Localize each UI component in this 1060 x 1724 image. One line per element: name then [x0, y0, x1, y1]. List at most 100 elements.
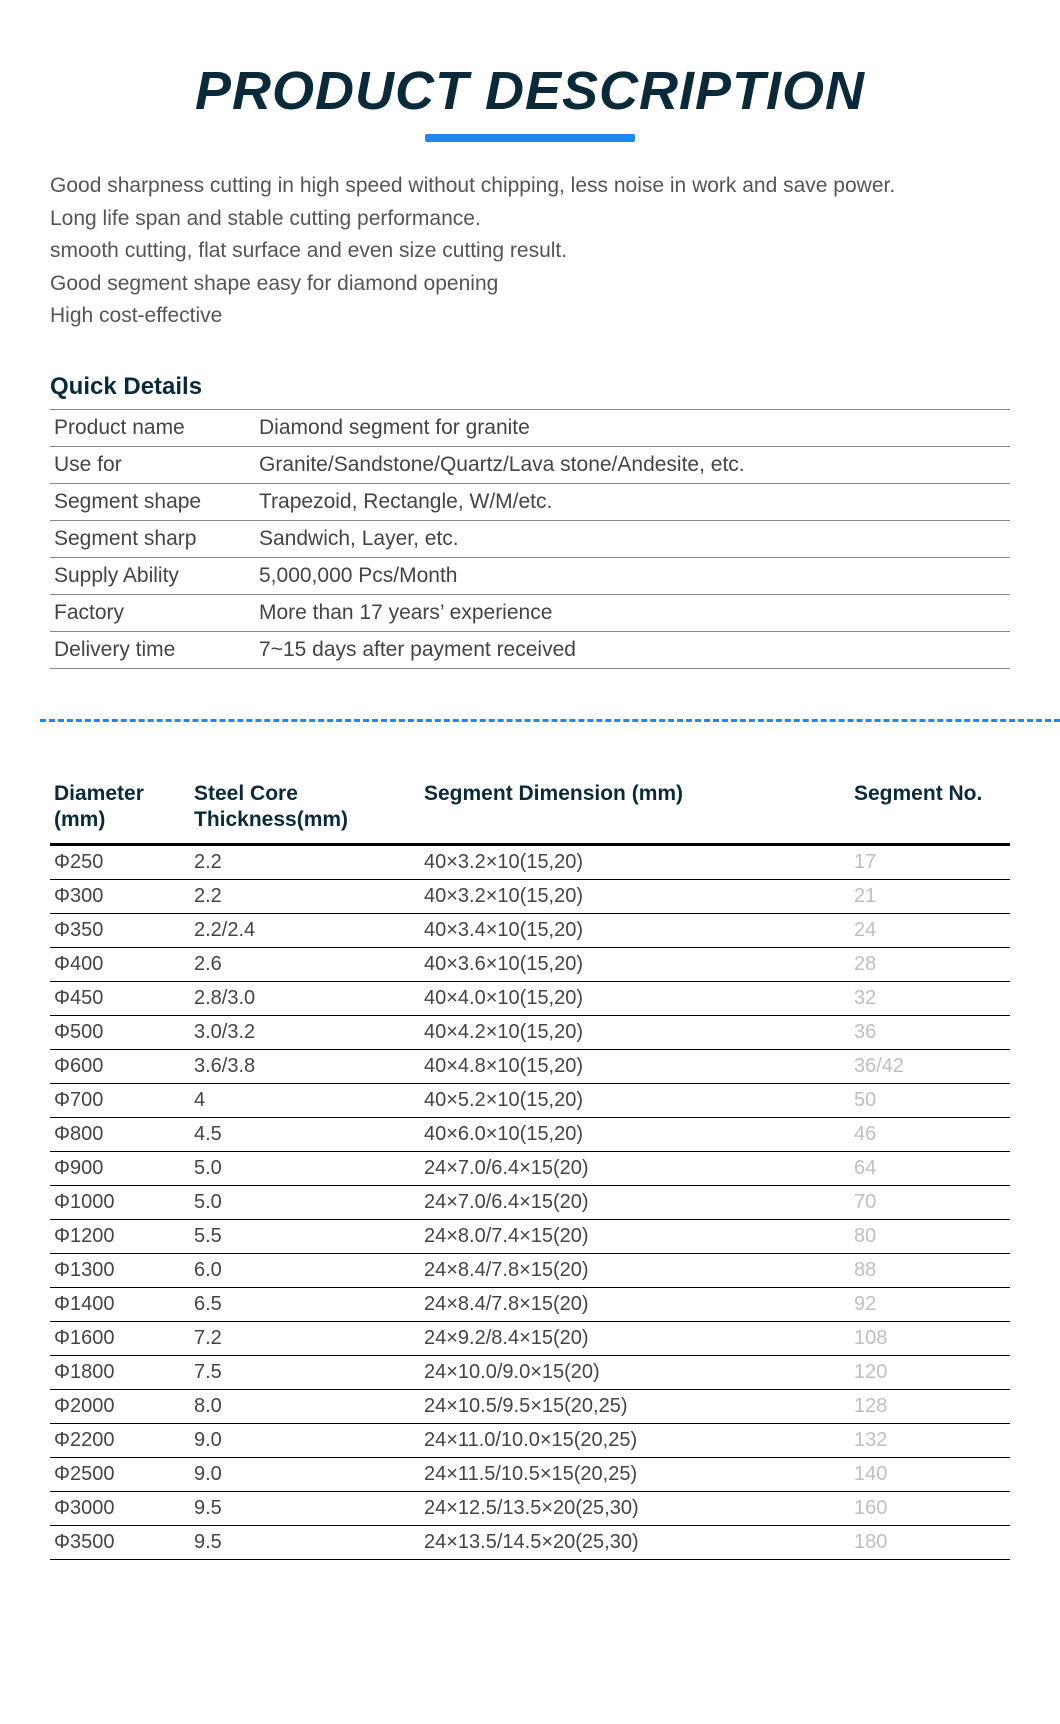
details-row: Supply Ability5,000,000 Pcs/Month: [50, 557, 1010, 594]
cell-segment-no: 28: [850, 948, 1010, 982]
details-label: Factory: [50, 594, 255, 631]
cell-diameter: Φ600: [50, 1050, 190, 1084]
cell-diameter: Φ400: [50, 948, 190, 982]
feature-line: Long life span and stable cutting perfor…: [50, 203, 1010, 236]
cell-dimension: 24×7.0/6.4×15(20): [420, 1152, 850, 1186]
cell-core: 5.0: [190, 1186, 420, 1220]
cell-diameter: Φ1400: [50, 1288, 190, 1322]
spec-header-row: Diameter (mm) Steel Core Thickness(mm) S…: [50, 777, 1010, 845]
cell-dimension: 24×10.5/9.5×15(20,25): [420, 1390, 850, 1424]
cell-dimension: 40×3.6×10(15,20): [420, 948, 850, 982]
cell-diameter: Φ1000: [50, 1186, 190, 1220]
spec-row: Φ2502.240×3.2×10(15,20)17: [50, 845, 1010, 880]
quick-details-heading: Quick Details: [50, 373, 1010, 401]
cell-segment-no: 88: [850, 1254, 1010, 1288]
spec-row: Φ18007.524×10.0/9.0×15(20)120: [50, 1356, 1010, 1390]
spec-row: Φ14006.524×8.4/7.8×15(20)92: [50, 1288, 1010, 1322]
cell-diameter: Φ3000: [50, 1492, 190, 1526]
details-value: More than 17 years’ experience: [255, 594, 1010, 631]
cell-segment-no: 64: [850, 1152, 1010, 1186]
cell-segment-no: 92: [850, 1288, 1010, 1322]
page: PRODUCT DESCRIPTION Good sharpness cutti…: [0, 0, 1060, 1600]
cell-diameter: Φ2500: [50, 1458, 190, 1492]
spec-row: Φ12005.524×8.0/7.4×15(20)80: [50, 1220, 1010, 1254]
feature-line: Good sharpness cutting in high speed wit…: [50, 170, 1010, 203]
details-label: Supply Ability: [50, 557, 255, 594]
details-row: Segment shapeTrapezoid, Rectangle, W/M/e…: [50, 483, 1010, 520]
cell-diameter: Φ500: [50, 1016, 190, 1050]
page-title: PRODUCT DESCRIPTION: [50, 60, 1010, 122]
header-diameter: Diameter (mm): [50, 777, 190, 845]
cell-diameter: Φ700: [50, 1084, 190, 1118]
cell-dimension: 24×11.0/10.0×15(20,25): [420, 1424, 850, 1458]
spec-row: Φ13006.024×8.4/7.8×15(20)88: [50, 1254, 1010, 1288]
cell-diameter: Φ250: [50, 845, 190, 880]
spec-row: Φ700440×5.2×10(15,20)50: [50, 1084, 1010, 1118]
cell-core: 3.0/3.2: [190, 1016, 420, 1050]
details-value: Trapezoid, Rectangle, W/M/etc.: [255, 483, 1010, 520]
header-segment-no: Segment No.: [850, 777, 1010, 845]
cell-dimension: 40×5.2×10(15,20): [420, 1084, 850, 1118]
cell-segment-no: 120: [850, 1356, 1010, 1390]
cell-diameter: Φ1200: [50, 1220, 190, 1254]
details-label: Product name: [50, 409, 255, 446]
details-row: Delivery time7~15 days after payment rec…: [50, 631, 1010, 668]
cell-dimension: 40×4.0×10(15,20): [420, 982, 850, 1016]
cell-core: 7.5: [190, 1356, 420, 1390]
cell-segment-no: 50: [850, 1084, 1010, 1118]
cell-segment-no: 46: [850, 1118, 1010, 1152]
cell-dimension: 24×7.0/6.4×15(20): [420, 1186, 850, 1220]
cell-core: 3.6/3.8: [190, 1050, 420, 1084]
cell-segment-no: 160: [850, 1492, 1010, 1526]
spec-row: Φ30009.524×12.5/13.5×20(25,30)160: [50, 1492, 1010, 1526]
quick-details-table: Product nameDiamond segment for graniteU…: [50, 409, 1010, 669]
cell-segment-no: 128: [850, 1390, 1010, 1424]
spec-table: Diameter (mm) Steel Core Thickness(mm) S…: [50, 777, 1010, 1561]
cell-core: 2.6: [190, 948, 420, 982]
cell-dimension: 40×3.2×10(15,20): [420, 880, 850, 914]
details-row: FactoryMore than 17 years’ experience: [50, 594, 1010, 631]
details-value: Granite/Sandstone/Quartz/Lava stone/Ande…: [255, 446, 1010, 483]
cell-segment-no: 21: [850, 880, 1010, 914]
cell-dimension: 24×8.4/7.8×15(20): [420, 1254, 850, 1288]
cell-core: 9.5: [190, 1492, 420, 1526]
cell-segment-no: 17: [850, 845, 1010, 880]
cell-diameter: Φ1300: [50, 1254, 190, 1288]
cell-diameter: Φ2000: [50, 1390, 190, 1424]
title-block: PRODUCT DESCRIPTION: [50, 60, 1010, 142]
spec-row: Φ3502.2/2.440×3.4×10(15,20)24: [50, 914, 1010, 948]
details-label: Delivery time: [50, 631, 255, 668]
cell-core: 4.5: [190, 1118, 420, 1152]
cell-diameter: Φ450: [50, 982, 190, 1016]
header-dimension: Segment Dimension (mm): [420, 777, 850, 845]
cell-dimension: 24×8.4/7.8×15(20): [420, 1288, 850, 1322]
details-value: 5,000,000 Pcs/Month: [255, 557, 1010, 594]
cell-diameter: Φ900: [50, 1152, 190, 1186]
header-core: Steel Core Thickness(mm): [190, 777, 420, 845]
cell-segment-no: 32: [850, 982, 1010, 1016]
cell-dimension: 40×3.2×10(15,20): [420, 845, 850, 880]
spec-row: Φ9005.024×7.0/6.4×15(20)64: [50, 1152, 1010, 1186]
details-label: Use for: [50, 446, 255, 483]
cell-core: 9.0: [190, 1458, 420, 1492]
cell-dimension: 40×3.4×10(15,20): [420, 914, 850, 948]
cell-dimension: 24×12.5/13.5×20(25,30): [420, 1492, 850, 1526]
spec-row: Φ3002.240×3.2×10(15,20)21: [50, 880, 1010, 914]
cell-segment-no: 24: [850, 914, 1010, 948]
feature-line: Good segment shape easy for diamond open…: [50, 268, 1010, 301]
cell-core: 5.0: [190, 1152, 420, 1186]
cell-diameter: Φ1800: [50, 1356, 190, 1390]
spec-row: Φ5003.0/3.240×4.2×10(15,20)36: [50, 1016, 1010, 1050]
details-value: Sandwich, Layer, etc.: [255, 520, 1010, 557]
details-label: Segment shape: [50, 483, 255, 520]
cell-core: 2.2: [190, 880, 420, 914]
cell-diameter: Φ350: [50, 914, 190, 948]
cell-diameter: Φ3500: [50, 1526, 190, 1560]
spec-row: Φ6003.6/3.840×4.8×10(15,20)36/42: [50, 1050, 1010, 1084]
spec-row: Φ4002.640×3.6×10(15,20)28: [50, 948, 1010, 982]
details-row: Product nameDiamond segment for granite: [50, 409, 1010, 446]
details-value: 7~15 days after payment received: [255, 631, 1010, 668]
cell-segment-no: 108: [850, 1322, 1010, 1356]
cell-segment-no: 70: [850, 1186, 1010, 1220]
details-label: Segment sharp: [50, 520, 255, 557]
